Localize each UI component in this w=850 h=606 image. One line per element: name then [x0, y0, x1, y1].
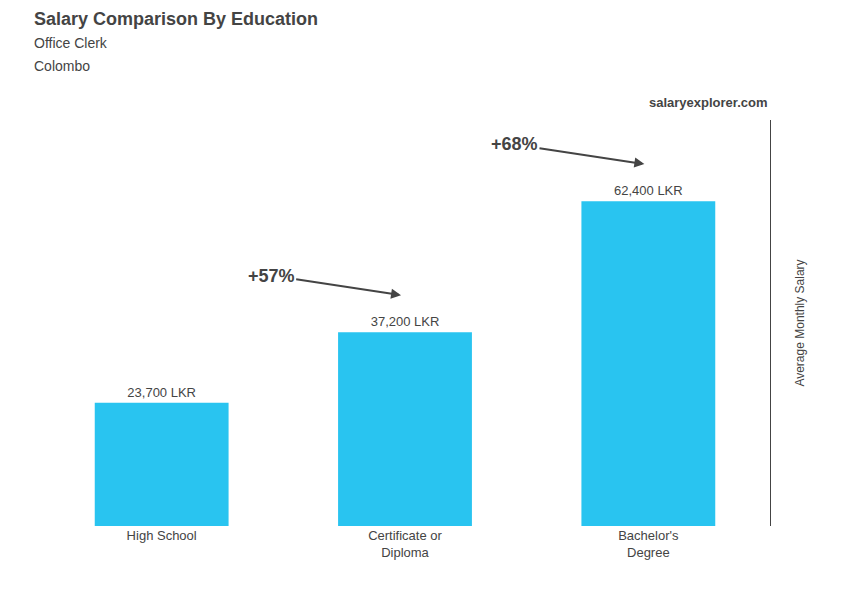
svg-text:High School: High School — [127, 528, 197, 543]
svg-text:+57%: +57% — [248, 266, 295, 286]
svg-text:Bachelor'sDegree: Bachelor'sDegree — [618, 528, 679, 560]
svg-text:Salary Comparison By Education: Salary Comparison By EducationOffice Cle… — [34, 9, 318, 75]
svg-text:Average Monthly Salary: Average Monthly Salary — [793, 259, 807, 386]
svg-text:23,700 LKR: 23,700 LKR — [127, 385, 196, 400]
svg-text:37,200 LKR: 37,200 LKR — [371, 314, 440, 329]
svg-text:Certificate orDiploma: Certificate orDiploma — [368, 528, 442, 560]
svg-text:62,400 LKR: 62,400 LKR — [614, 183, 683, 198]
svg-text:salaryexplorer.com: salaryexplorer.com — [649, 95, 768, 110]
svg-text:+68%: +68% — [491, 134, 538, 154]
